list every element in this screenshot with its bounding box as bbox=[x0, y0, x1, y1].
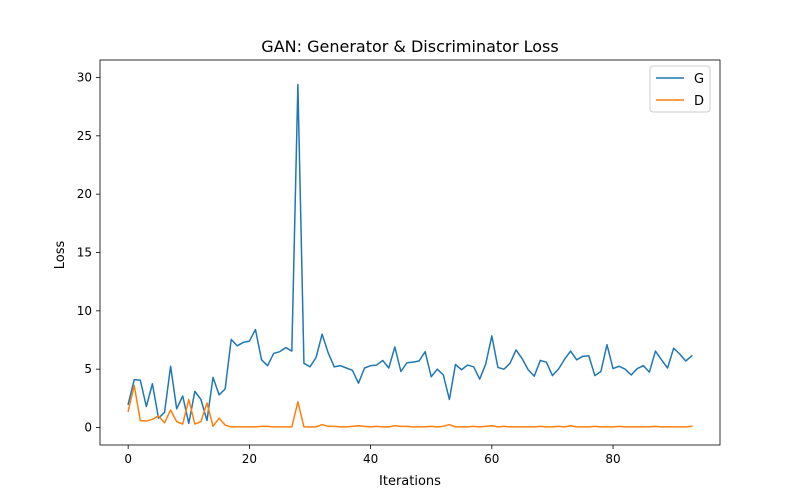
y-tick-label: 25 bbox=[77, 129, 92, 143]
y-tick-label: 15 bbox=[77, 246, 92, 260]
y-tick-label: 30 bbox=[77, 71, 92, 85]
x-tick-label: 20 bbox=[242, 452, 257, 466]
x-tick-label: 40 bbox=[363, 452, 378, 466]
series-line-G bbox=[127, 83, 693, 425]
x-tick-label: 60 bbox=[484, 452, 499, 466]
legend-label-G: G bbox=[694, 72, 704, 87]
x-tick-label: 0 bbox=[124, 452, 132, 466]
y-tick-label: 20 bbox=[77, 187, 92, 201]
x-tick-label: 80 bbox=[605, 452, 620, 466]
legend: GD bbox=[649, 65, 711, 113]
legend-label-D: D bbox=[694, 94, 704, 109]
x-axis-label: Iterations bbox=[379, 474, 441, 489]
y-tick-label: 5 bbox=[84, 362, 92, 376]
chart-title: GAN: Generator & Discriminator Loss bbox=[261, 37, 558, 56]
plot-area: 0 20 40 60 80 0 5 10 15 20 25 30 bbox=[77, 59, 721, 466]
series-line-D bbox=[127, 384, 693, 428]
y-tick-label: 0 bbox=[84, 421, 92, 435]
y-tick-label: 10 bbox=[77, 304, 92, 318]
y-axis-label: Loss bbox=[53, 241, 68, 270]
